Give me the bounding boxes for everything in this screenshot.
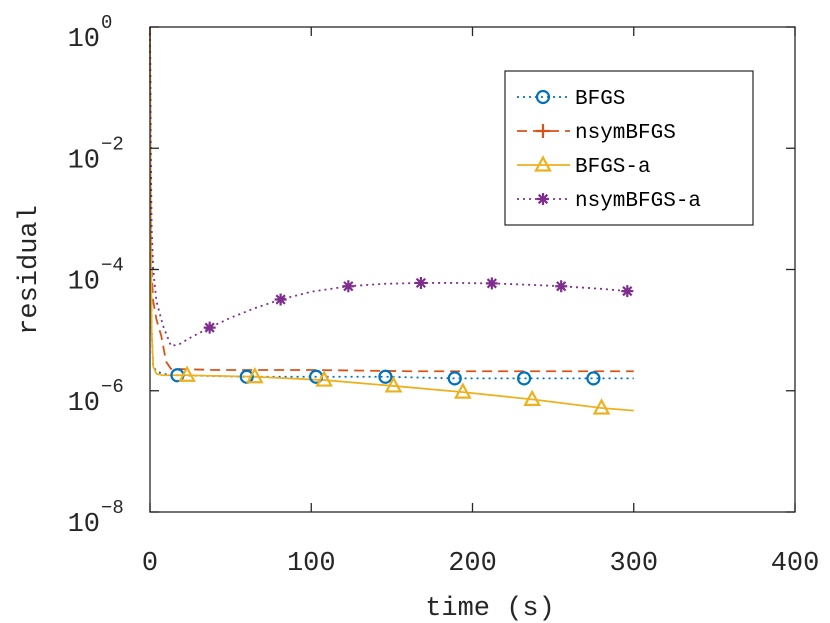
legend-marker-nsymbfgs-a <box>537 193 549 205</box>
x-tick-label: 400 <box>771 549 820 579</box>
marker-bfgs-a <box>315 370 333 387</box>
marker-bfgs-a <box>523 389 542 406</box>
legend-marker-bfgs-a <box>534 155 552 172</box>
axes <box>149 26 796 513</box>
marker-bfgs <box>378 369 393 384</box>
legend-marker-nsymbfgs <box>536 124 550 138</box>
x-tick-label: 200 <box>448 549 497 579</box>
series-line-nsymbfgs-a <box>149 26 628 347</box>
legend-marker-bfgs <box>535 89 551 105</box>
series-line-bfgs-a <box>149 26 634 412</box>
y-tick-exponent: −2 <box>101 133 124 155</box>
y-tick-exponent: −4 <box>101 255 124 277</box>
marker-nsymbfgs-a <box>414 276 427 289</box>
legend-label-bfgs: BFGS <box>575 88 625 111</box>
y-tick-label: 10 <box>68 389 100 419</box>
y-tick-label: 10 <box>68 146 100 176</box>
x-tick-label: 100 <box>287 549 336 579</box>
marker-nsymbfgs-a <box>485 277 498 290</box>
marker-bfgs <box>586 371 601 386</box>
y-tick-exponent: −8 <box>101 497 124 519</box>
marker-nsymbfgs-a <box>274 293 287 306</box>
marker-bfgs-a <box>453 382 472 399</box>
marker-bfgs <box>516 371 532 386</box>
y-axis-label: residual <box>15 205 45 335</box>
marker-nsymbfgs-a <box>342 280 355 293</box>
marker-nsymbfgs-a <box>555 280 568 293</box>
y-tick-label: 10 <box>68 268 100 298</box>
y-tick-label: 10 <box>68 25 100 55</box>
y-tick-exponent: 0 <box>101 12 112 34</box>
marker-nsymbfgs-a <box>203 321 216 334</box>
marker-nsymbfgs-a <box>621 285 634 298</box>
marker-bfgs-a <box>245 366 264 384</box>
marker-bfgs-a <box>384 376 403 393</box>
legend-label-nsymbfgs: nsymBFGS <box>575 122 676 145</box>
legend-label-nsymbfgs-a: nsymBFGS-a <box>575 190 701 213</box>
legend-label-bfgs-a: BFGS-a <box>575 156 651 179</box>
y-tick-label: 10 <box>68 510 100 540</box>
marker-bfgs-a <box>592 398 611 415</box>
marker-bfgs-a <box>178 365 196 382</box>
x-tick-label: 300 <box>609 549 658 579</box>
x-axis-label: time (s) <box>425 594 555 623</box>
series-markers <box>170 276 634 415</box>
x-tick-label: 0 <box>142 549 158 579</box>
legend: BFGS nsymBFGS BFGS-a nsymBFGS-a <box>504 70 754 226</box>
marker-bfgs <box>447 371 462 386</box>
y-tick-exponent: −6 <box>101 376 124 398</box>
